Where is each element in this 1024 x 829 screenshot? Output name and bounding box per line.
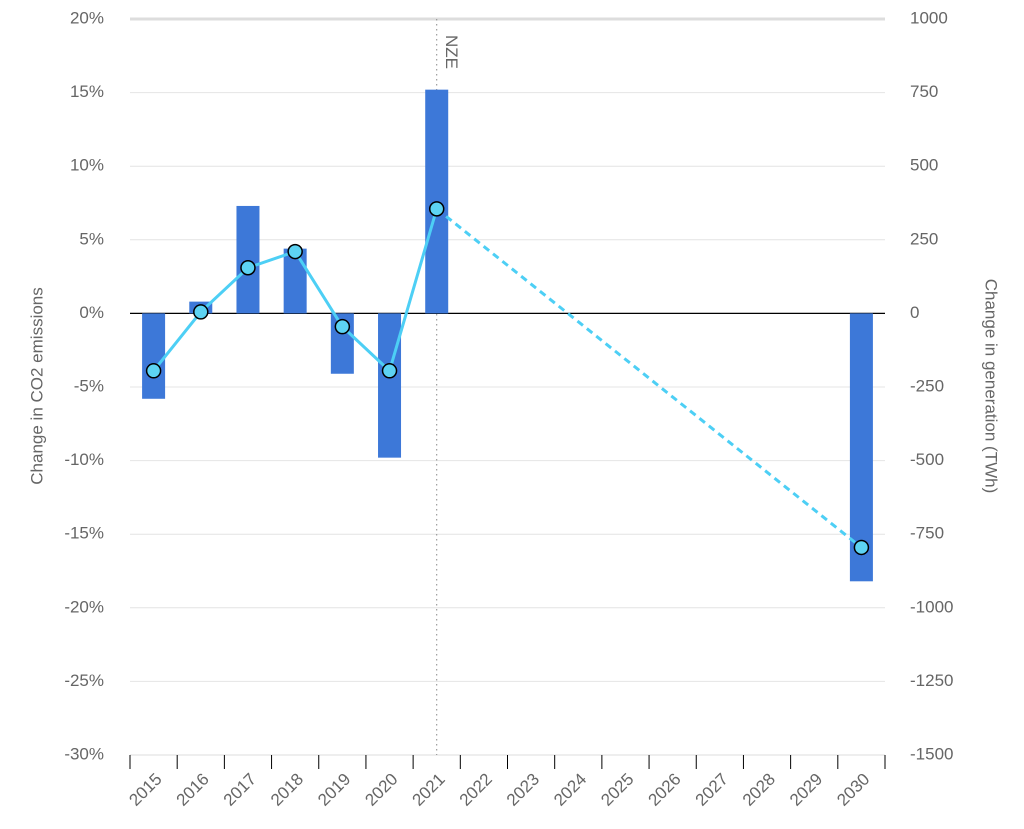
x-tick-label: 2023	[503, 770, 543, 810]
annotation-label: NZE	[442, 35, 461, 69]
y2-tick-label: -250	[910, 376, 944, 395]
bar	[236, 205, 260, 314]
y-tick-label: -20%	[64, 597, 104, 616]
marker	[853, 539, 870, 556]
x-tick-label: 2022	[456, 770, 496, 810]
marker	[334, 318, 351, 335]
y2-tick-label: -1500	[910, 744, 953, 763]
y2-tick-label: -750	[910, 524, 944, 543]
marker	[240, 260, 256, 276]
x-tick-label: 2026	[644, 770, 684, 810]
y-tick-label: 10%	[70, 156, 104, 175]
y-tick-label: -10%	[64, 450, 104, 469]
x-tick-label: 2017	[220, 770, 260, 810]
y2-tick-label: 250	[910, 229, 938, 248]
x-tick-label: 2029	[786, 770, 826, 810]
x-tick-label: 2021	[409, 770, 449, 810]
marker	[428, 201, 445, 217]
y-tick-label: 5%	[79, 229, 104, 248]
y-tick-label: -30%	[64, 744, 104, 763]
y2-tick-label: 0	[910, 303, 919, 322]
gap-connector	[435, 207, 863, 549]
y-tick-label: -25%	[64, 671, 104, 690]
y2-tick-label: 500	[910, 156, 938, 175]
y2-tick-label: -1250	[910, 671, 953, 690]
marker	[381, 363, 398, 379]
x-tick-label: 2015	[125, 770, 165, 810]
x-tick-label: 2024	[550, 770, 590, 810]
bar	[142, 313, 166, 399]
y-tick-label: 0%	[79, 303, 104, 322]
bar	[378, 313, 402, 458]
marker	[145, 363, 162, 379]
y2-tick-label: 750	[910, 82, 938, 101]
y-tick-label: 20%	[70, 8, 104, 27]
x-tick-label: 2018	[267, 770, 307, 810]
y2-tick-label: -1000	[910, 597, 953, 616]
bar	[283, 248, 307, 314]
y-tick-label: -5%	[74, 376, 104, 395]
x-tick-label: 2025	[597, 770, 637, 810]
x-tick-label: 2016	[173, 770, 213, 810]
x-tick-label: 2027	[692, 770, 732, 810]
y2-axis-label: Change in generation (TWh)	[982, 279, 1001, 494]
y-axis-label: Change in CO2 emissions	[27, 287, 46, 484]
x-tick-label: 2020	[361, 770, 401, 810]
y2-tick-label: 1000	[910, 8, 948, 27]
x-tick-label: 2028	[739, 770, 779, 810]
x-tick-label: 2030	[833, 770, 873, 810]
x-tick-label: 2019	[314, 770, 354, 810]
y-tick-label: 15%	[70, 82, 104, 101]
marker	[287, 243, 303, 260]
y-tick-label: -15%	[64, 524, 104, 543]
bar	[849, 313, 873, 582]
marker	[193, 304, 209, 320]
y2-tick-label: -500	[910, 450, 944, 469]
